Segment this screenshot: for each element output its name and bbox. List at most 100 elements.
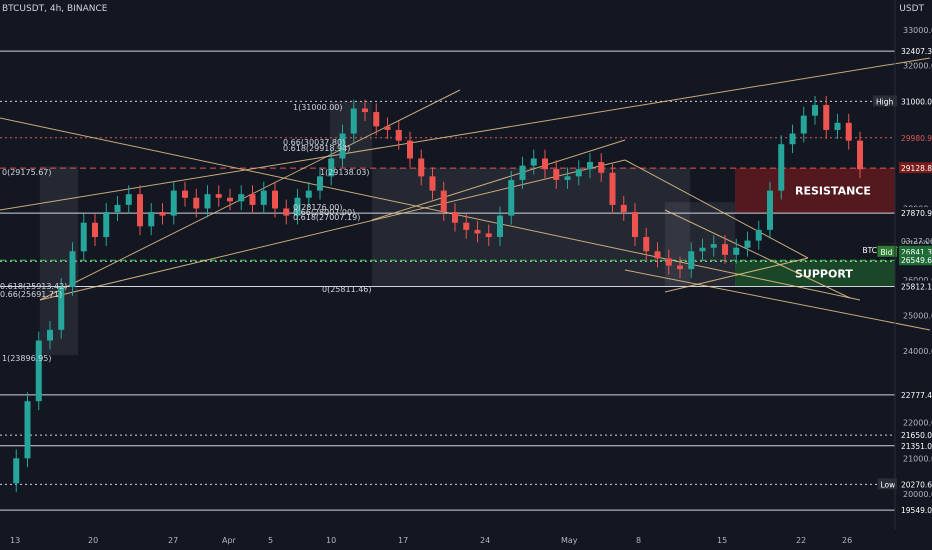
candle-body <box>317 176 323 191</box>
x-tick-label: 24 <box>480 536 490 545</box>
candle-body <box>845 122 852 141</box>
fib-label: 0(28176.00) <box>293 203 343 212</box>
axis-unit: USDT <box>899 4 924 14</box>
price-tag-bg <box>899 504 932 516</box>
fib-label: 0(25811.46) <box>322 285 372 294</box>
candle-body <box>125 194 132 205</box>
price-tag-bg <box>899 95 932 107</box>
fib-label: 0.618(25913.42) <box>0 282 67 291</box>
price-tag-bg <box>899 439 932 451</box>
y-tick-label: 32000.00 <box>903 62 932 71</box>
price-tag-label-9: 26549.65 <box>901 256 932 265</box>
candle-body <box>463 222 470 230</box>
candle-body <box>13 458 20 484</box>
price-tag-bg <box>899 388 932 400</box>
candle-body <box>485 233 492 238</box>
candle-body <box>812 104 818 116</box>
candle-body <box>598 162 605 173</box>
candle-body <box>260 190 267 205</box>
x-tick-label: 13 <box>10 536 20 545</box>
fib-label: 0(29175.67) <box>2 168 52 177</box>
candle-body <box>474 229 481 234</box>
trendline-4 <box>624 159 809 259</box>
candle-body <box>148 212 155 227</box>
price-tag-bg <box>899 131 932 143</box>
y-tick-label: 26000.00 <box>903 276 932 285</box>
price-tag-label-7: 26841.31 <box>901 248 932 257</box>
price-tag-bg <box>899 478 932 490</box>
candle-body <box>767 190 773 230</box>
price-tag-bg <box>899 207 932 219</box>
y-tick-label: 21000.00 <box>903 454 932 463</box>
candle-body <box>654 251 661 259</box>
candle-body <box>609 172 616 205</box>
price-tag-chip <box>873 95 897 107</box>
trendline-6 <box>664 257 809 293</box>
candle-body <box>665 258 672 266</box>
candle-body <box>170 190 177 216</box>
x-tick-label: 15 <box>717 536 727 545</box>
candle-body <box>823 104 830 130</box>
candle-body <box>834 122 841 130</box>
candle-body <box>643 237 650 252</box>
candle-body <box>47 329 53 341</box>
candle-body <box>575 169 582 177</box>
price-tag-label-10: 25812.10 <box>901 283 932 292</box>
candle-body <box>587 162 593 170</box>
countdown-label: 03:27:06 <box>901 237 932 246</box>
price-tag-chip-label: Low <box>881 480 896 489</box>
price-tag-bg <box>899 254 932 266</box>
price-tag-label-2: 29980.96 <box>901 134 932 143</box>
price-tag-chip <box>877 245 897 257</box>
candle-body <box>744 240 751 248</box>
x-tick-label: 8 <box>636 536 641 545</box>
fib-label: 0.618(27007.19) <box>293 213 360 222</box>
candle-body <box>69 251 76 287</box>
candle-body <box>283 208 290 216</box>
x-tick-label: 27 <box>168 536 178 545</box>
candle-body <box>227 197 233 202</box>
candle-body <box>620 204 627 213</box>
price-tag-bg <box>899 162 932 174</box>
fib-label: 0.66(25691.71) <box>0 290 62 299</box>
x-tick-label: 26 <box>842 536 852 545</box>
price-tag-bg <box>899 45 932 57</box>
price-tag-label-13: 21351.07 <box>901 442 932 451</box>
price-tag-label-4: 27870.95 <box>901 209 932 218</box>
candle-body <box>789 133 796 145</box>
candle-body <box>362 108 368 113</box>
price-tag-chip <box>877 478 897 490</box>
fib-label: 0.66(30037.80) <box>283 138 345 147</box>
candle-body <box>215 194 222 198</box>
candle-body <box>35 340 42 402</box>
candle-body <box>418 158 425 177</box>
candle-body <box>733 247 740 255</box>
candle-body <box>272 190 278 209</box>
fib-label: 1(29138.03) <box>320 168 370 177</box>
price-tag-label-3: 29128.87 <box>901 164 932 173</box>
x-tick-label: Apr <box>222 536 237 545</box>
fib-label: 0.618(29918.94) <box>283 144 350 153</box>
candle-body <box>688 251 695 270</box>
candle-body <box>519 165 526 180</box>
candle-body <box>778 144 785 191</box>
candle-body <box>722 244 728 255</box>
x-tick-label: 22 <box>796 536 806 545</box>
candle-body <box>58 286 65 330</box>
candle-body <box>193 197 200 209</box>
trendline-8 <box>624 269 931 331</box>
price-tag-label-14: 20270.60 <box>901 480 932 489</box>
candle-body <box>328 158 335 177</box>
price-tag-bg <box>899 429 932 441</box>
price-tag-bg <box>899 245 932 257</box>
candle-body <box>204 194 211 209</box>
candle-body <box>530 158 537 166</box>
candle-body <box>564 176 571 180</box>
zone-label-support: SUPPORT <box>795 267 853 280</box>
candle-body <box>800 115 807 134</box>
zone-support <box>735 260 895 287</box>
trendline-5 <box>664 209 851 299</box>
y-tick-label: 24000.00 <box>903 347 932 356</box>
candle-body <box>677 265 683 270</box>
